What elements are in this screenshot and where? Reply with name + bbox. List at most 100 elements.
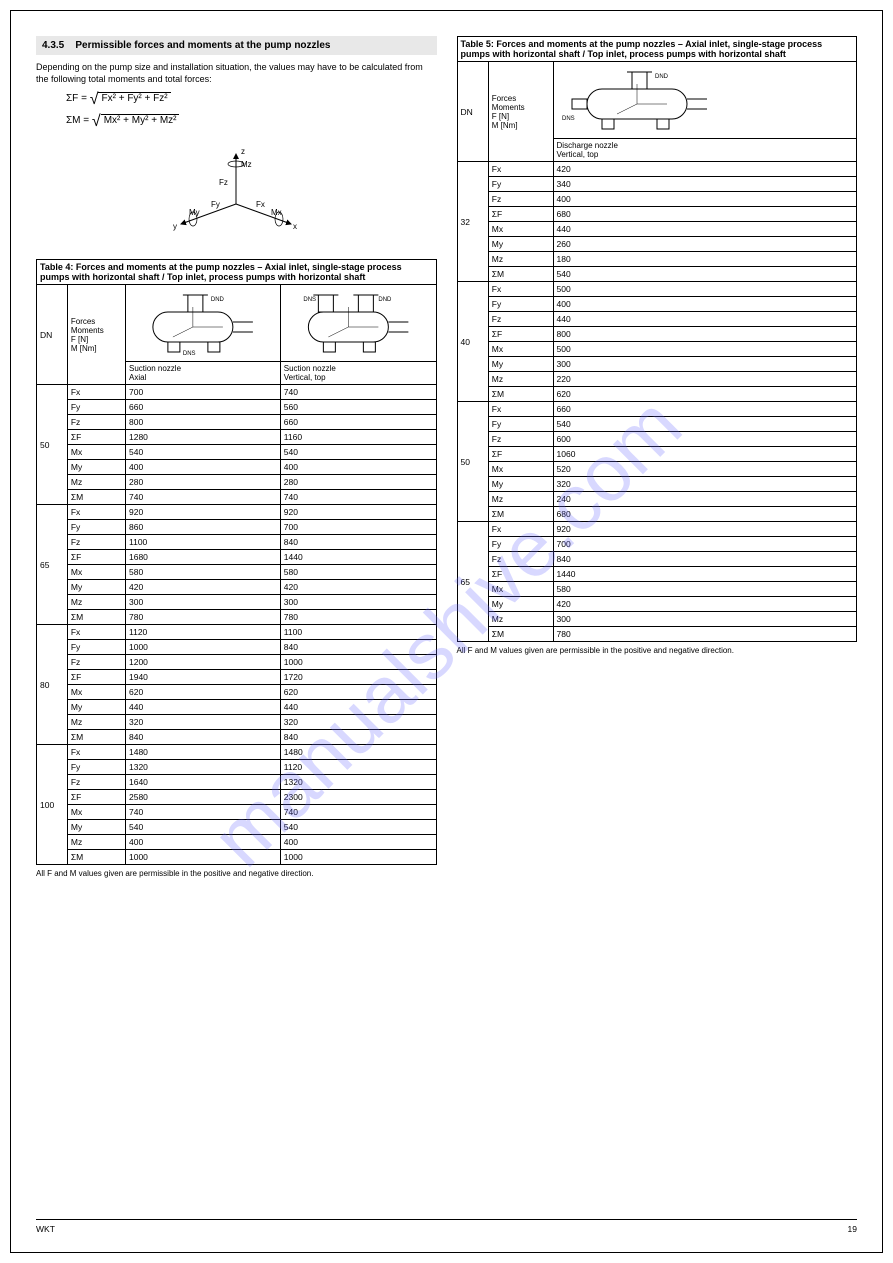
table-4-title: Table 4: Forces and moments at the pump …	[37, 260, 437, 285]
table-row-key: Fy	[67, 760, 125, 775]
table-row-val: 1160	[280, 430, 436, 445]
table-row-key: ΣM	[67, 490, 125, 505]
table-row-key: Fx	[488, 402, 553, 417]
table-row-val: 420	[126, 580, 281, 595]
axis-label: x	[293, 222, 297, 231]
axis-label: Fy	[211, 200, 220, 209]
svg-text:DNS: DNS	[183, 351, 196, 357]
table-row-val: 300	[280, 595, 436, 610]
table-row-val: 840	[553, 552, 856, 567]
table-row-val: 260	[553, 237, 856, 252]
table-row-key: Fx	[488, 282, 553, 297]
m-expr: Mx² + My² + Mz²	[101, 114, 180, 126]
table-row-val: 300	[126, 595, 281, 610]
table-row-val: 280	[126, 475, 281, 490]
table-row-key: Fy	[67, 640, 125, 655]
table-row-key: Mx	[488, 582, 553, 597]
table-row-val: 700	[553, 537, 856, 552]
notes-axial: All F and M values given are permissible…	[36, 869, 437, 880]
pump-drawing-axial: DND DNS	[126, 285, 281, 362]
table-row-key: ΣF	[488, 567, 553, 582]
table-row-key: Mz	[488, 372, 553, 387]
table-row-key: Mx	[488, 222, 553, 237]
table-row-key: Fx	[67, 745, 125, 760]
table-row-val: 620	[126, 685, 281, 700]
table-row-val: 540	[553, 417, 856, 432]
table-row-val: 780	[126, 610, 281, 625]
table-row-val: 1320	[126, 760, 281, 775]
table-row-val: 300	[553, 357, 856, 372]
table-row-val: 1000	[126, 640, 281, 655]
table-row-val: 1720	[280, 670, 436, 685]
table-row-key: My	[488, 237, 553, 252]
t5-hdr-dn: DN	[457, 62, 488, 162]
table-5-caption: Forces and moments at the pump nozzles –…	[461, 39, 823, 59]
table-row-key: ΣM	[67, 850, 125, 865]
table-row-val: 2580	[126, 790, 281, 805]
table-row-val: 1480	[280, 745, 436, 760]
section-header: 4.3.5 Permissible forces and moments at …	[36, 36, 437, 55]
table-row-key: Mx	[488, 462, 553, 477]
table-row-key: ΣM	[488, 507, 553, 522]
table-row-val: 400	[280, 835, 436, 850]
svg-text:DND: DND	[655, 74, 669, 80]
table-row-val: 520	[553, 462, 856, 477]
table-row-val: 680	[553, 507, 856, 522]
table-row-val: 440	[553, 222, 856, 237]
table-row-key: ΣF	[488, 327, 553, 342]
table-row-val: 440	[280, 700, 436, 715]
t5-forces-lbl: Forces	[492, 94, 550, 103]
table-row-val: 500	[553, 282, 856, 297]
two-column-layout: 4.3.5 Permissible forces and moments at …	[36, 36, 857, 886]
svg-text:DNS: DNS	[303, 297, 316, 303]
table-row-val: 840	[280, 640, 436, 655]
table-row-key: ΣF	[67, 790, 125, 805]
table-row-key: Fy	[488, 177, 553, 192]
f-unit: F [N]	[71, 335, 122, 344]
table-row-val: 420	[280, 580, 436, 595]
table-row-key: ΣM	[67, 610, 125, 625]
table-row-val: 1100	[280, 625, 436, 640]
table-row-key: Mz	[67, 475, 125, 490]
table-row-val: 540	[126, 820, 281, 835]
table-row-val: 1100	[126, 535, 281, 550]
table-row-key: Mz	[488, 492, 553, 507]
table-row-val: 920	[126, 505, 281, 520]
config2-suction: Suction nozzle Vertical, top	[280, 362, 436, 385]
t5-moments-lbl: Moments	[492, 103, 550, 112]
footer-right: 19	[848, 1224, 857, 1234]
table-row-val: 340	[553, 177, 856, 192]
t5-m-unit: M [Nm]	[492, 121, 550, 130]
axis-label: Mz	[241, 160, 252, 169]
table-row-val: 560	[280, 400, 436, 415]
t5-config-header: Discharge nozzle Vertical, top	[553, 139, 856, 162]
table-row-key: My	[488, 357, 553, 372]
table-row-key: Mx	[67, 685, 125, 700]
table-row-key: My	[488, 477, 553, 492]
table-row-dn: 50	[37, 385, 68, 505]
svg-text:DNS: DNS	[562, 116, 575, 122]
table-row-val: 280	[280, 475, 436, 490]
t5-pump-drawing: DND DNS	[553, 62, 856, 139]
right-column: Table 5: Forces and moments at the pump …	[457, 36, 858, 886]
table-row-key: Fz	[488, 432, 553, 447]
table-row-val: 780	[280, 610, 436, 625]
table-row-val: 1000	[126, 850, 281, 865]
t5-f-unit: F [N]	[492, 112, 550, 121]
section-number: 4.3.5	[42, 40, 64, 51]
table-row-val: 580	[126, 565, 281, 580]
table-row-key: Mx	[488, 342, 553, 357]
table-row-key: Fx	[488, 522, 553, 537]
table-row-val: 180	[553, 252, 856, 267]
axis-label: y	[173, 222, 177, 231]
table-row-val: 540	[553, 267, 856, 282]
table-row-key: Fy	[488, 297, 553, 312]
table-row-key: ΣM	[488, 627, 553, 642]
table-row-val: 1320	[280, 775, 436, 790]
table-row-val: 740	[126, 490, 281, 505]
table-row-key: Mx	[67, 565, 125, 580]
formula-moment: ΣM = √Mx² + My² + Mz²	[66, 113, 437, 131]
table-row-val: 1440	[280, 550, 436, 565]
table-4-num: 4	[65, 262, 70, 272]
axis-label: Fz	[219, 178, 228, 187]
